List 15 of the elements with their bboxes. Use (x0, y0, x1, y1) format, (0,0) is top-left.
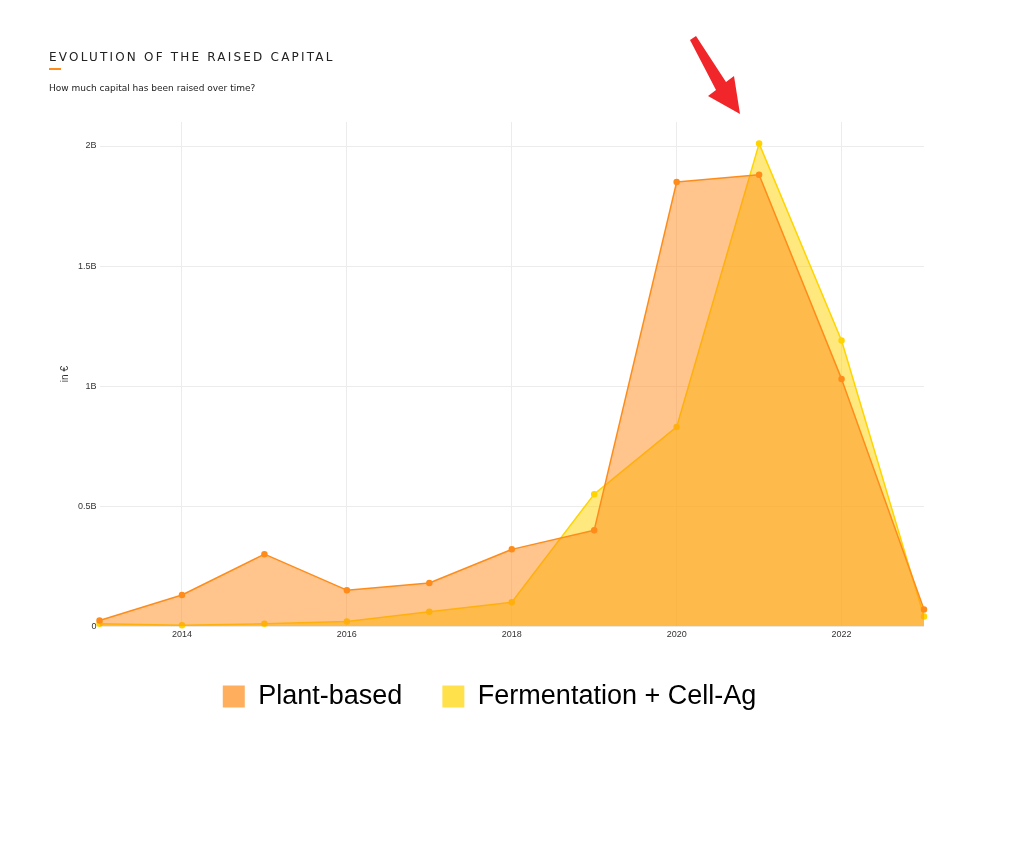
x-tick-label: 2020 (666, 629, 687, 640)
x-tick-label: 2018 (501, 629, 522, 640)
y-tick-label: 1B (85, 380, 97, 391)
chart-subtitle: How much capital has been raised over time? (49, 83, 256, 93)
y-tick-label: 2B (85, 140, 97, 151)
legend-label: Plant-based (258, 679, 403, 710)
y-axis-title: in € (58, 365, 70, 383)
y-tick-label: 0 (91, 620, 97, 631)
y-tick-label: 0.5B (78, 500, 97, 511)
y-tick-label: 1.5B (78, 260, 97, 271)
x-tick-label: 2022 (831, 629, 852, 640)
x-tick-label: 2016 (336, 629, 357, 640)
legend-label: Fermentation + Cell-Ag (477, 679, 757, 710)
x-tick-label: 2014 (171, 629, 192, 640)
chart-title: EVOLUTION OF THE RAISED CAPITAL (49, 50, 335, 64)
